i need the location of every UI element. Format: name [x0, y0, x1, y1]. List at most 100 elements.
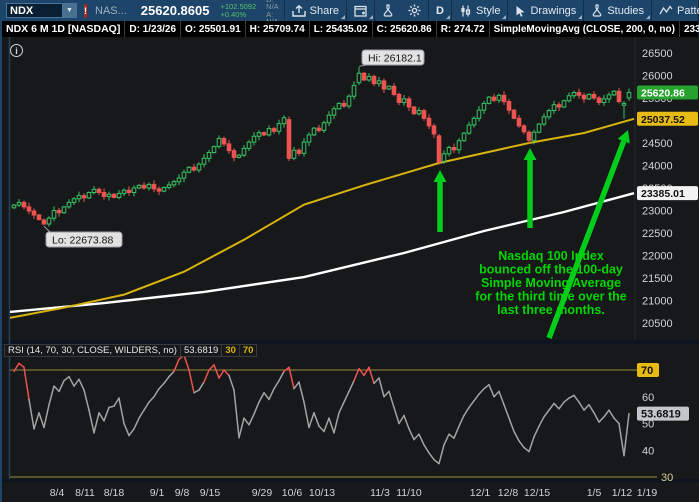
date-label: 11/3 — [370, 487, 390, 499]
timeframe-button[interactable]: D — [429, 0, 451, 21]
symbol-input[interactable] — [6, 3, 63, 18]
rsi-overbought-label: 70 — [239, 344, 258, 357]
share-icon — [291, 4, 306, 17]
date-label: 8/4 — [50, 487, 65, 499]
date-label: 12/15 — [524, 487, 550, 499]
svg-text:70: 70 — [641, 365, 653, 377]
sma100-line[interactable] — [9, 117, 635, 319]
svg-text:25037.52: 25037.52 — [641, 114, 685, 126]
svg-text:25620.86: 25620.86 — [641, 88, 685, 100]
svg-text:for the third time over the: for the third time over the — [475, 290, 626, 304]
date-label: 12/8 — [498, 487, 519, 499]
flask-icon — [382, 4, 394, 17]
price-tick-label: 20500 — [642, 318, 673, 330]
date-label: 9/29 — [252, 487, 273, 499]
price-tick-label: 21500 — [642, 273, 673, 285]
symbol-description: NAS... — [95, 4, 127, 17]
calendar-alert-button[interactable] — [347, 0, 374, 21]
ohlc-close: C: 25620.86 — [373, 21, 437, 37]
quick-study-button[interactable] — [375, 0, 401, 21]
sma100-badge: 25037.52 — [637, 111, 698, 126]
green-arrow-drawing[interactable] — [433, 170, 447, 232]
chart-area[interactable]: i RSI (14, 70, 30, CLOSE, WILDERS, no) 5… — [2, 37, 699, 502]
drawings-button[interactable]: Drawings — [508, 0, 583, 21]
patterns-button[interactable]: Patterns — [652, 0, 699, 21]
ohlc-date: D: 1/23/26 — [125, 21, 182, 37]
chart-canvas[interactable]: 2650026000255002500024500240002350023000… — [2, 37, 699, 502]
green-arrow-drawing[interactable] — [546, 130, 630, 339]
date-label: 9/15 — [200, 487, 221, 499]
ohlc-low: L: 25435.02 — [310, 21, 373, 37]
price-tick-label: 24500 — [642, 138, 673, 150]
date-label: 9/1 — [150, 487, 165, 499]
chart-style-icon — [459, 5, 472, 17]
gear-icon — [408, 4, 421, 17]
svg-text:53.6819: 53.6819 — [641, 409, 681, 421]
svg-text:bounced off the 100-day: bounced off the 100-day — [479, 263, 623, 277]
green-arrow-drawing[interactable] — [523, 148, 537, 228]
date-label: 10/6 — [282, 487, 303, 499]
rsi-oversold-axis-label: 30 — [661, 472, 673, 484]
date-label: 10/13 — [309, 487, 335, 499]
rsi-line — [13, 354, 630, 465]
price-change: +102.5092 +0.40% — [220, 2, 257, 19]
svg-text:23385.01: 23385.01 — [641, 188, 685, 200]
date-label: 11/10 — [396, 487, 422, 499]
chart-status-bar: NDX 6 M 1D [NASDAQ] D: 1/23/26 O: 25501.… — [2, 21, 699, 37]
symbol-dropdown-button[interactable]: ▼ — [63, 3, 77, 18]
date-label: 12/1 — [470, 487, 491, 499]
rsi-tick-label: 40 — [642, 445, 654, 457]
settings-button[interactable] — [401, 0, 428, 21]
ohlc-high: H: 25709.74 — [246, 21, 310, 37]
patterns-icon — [659, 5, 673, 16]
hi-callout: Hi: 26182.1 — [358, 49, 425, 67]
rsi-tick-label: 60 — [642, 392, 654, 404]
price-tick-label: 22000 — [642, 251, 673, 263]
study-label-sma200[interactable]: SimpleMovingAvg (CLOSE, 200, 0, no) — [490, 21, 680, 37]
date-label: 1/12 — [612, 487, 633, 499]
svg-text:last three months.: last three months. — [497, 303, 605, 317]
rsi-oversold-label: 30 — [222, 344, 240, 357]
price-tick-label: 22500 — [642, 228, 673, 240]
rsi-tick-label: 50 — [642, 419, 654, 431]
study-value-sma200: 23385.01 — [680, 21, 699, 37]
svg-text:Nasdaq 100 Index: Nasdaq 100 Index — [498, 249, 604, 263]
price-tick-label: 26500 — [642, 48, 673, 60]
last-price-badge: 25620.86 — [637, 85, 698, 100]
chart-toolbar: ▼ ! NAS... 25620.8605 +102.5092+0.40% B:… — [2, 0, 699, 25]
last-price: 25620.8605 — [140, 3, 210, 18]
symbol-box: ▼ — [6, 3, 77, 18]
style-button[interactable]: Style — [452, 0, 507, 21]
info-icon[interactable]: i — [10, 44, 23, 57]
chart-title: NDX 6 M 1D [NASDAQ] — [2, 21, 126, 37]
rsi-value: 53.6819 — [180, 344, 223, 357]
price-tick-label: 23000 — [642, 206, 673, 218]
sma200-line[interactable] — [9, 192, 635, 314]
sma200-badge: 23385.01 — [637, 186, 698, 201]
ohlc-open: O: 25501.91 — [181, 21, 246, 37]
date-label: 8/18 — [104, 487, 125, 499]
flask-icon — [591, 4, 603, 17]
price-tick-label: 24000 — [642, 161, 673, 173]
svg-text:Hi: 26182.1: Hi: 26182.1 — [368, 53, 422, 65]
rsi-header: RSI (14, 70, 30, CLOSE, WILDERS, no) 53.… — [4, 344, 258, 357]
rsi-value-badge: 53.6819 — [637, 406, 689, 421]
share-button[interactable]: Share — [285, 0, 346, 21]
alert-icon[interactable]: ! — [84, 3, 87, 18]
price-tick-label: 26000 — [642, 71, 673, 83]
studies-button[interactable]: Studies — [584, 0, 651, 21]
candles — [11, 67, 632, 227]
ohlc-range: R: 274.72 — [437, 21, 490, 37]
rsi-settings-label[interactable]: RSI (14, 70, 30, CLOSE, WILDERS, no) — [4, 344, 181, 357]
price-tick-label: 21000 — [642, 296, 673, 308]
date-axis[interactable]: 8/4 8/11 8/18 9/1 9/8 9/15 9/29 10/6 10/13 11/3 11… — [50, 487, 658, 499]
date-label: 1/5 — [587, 487, 602, 499]
rsi-axis[interactable]: 60 50 40 70 30 53.6819 — [637, 363, 689, 484]
cursor-icon — [515, 5, 526, 17]
svg-text:Simple Moving Average: Simple Moving Average — [481, 276, 621, 290]
date-label: 9/8 — [175, 487, 190, 499]
date-label: 8/11 — [75, 487, 95, 499]
rsi-overbought-badge: 70 — [637, 363, 659, 377]
